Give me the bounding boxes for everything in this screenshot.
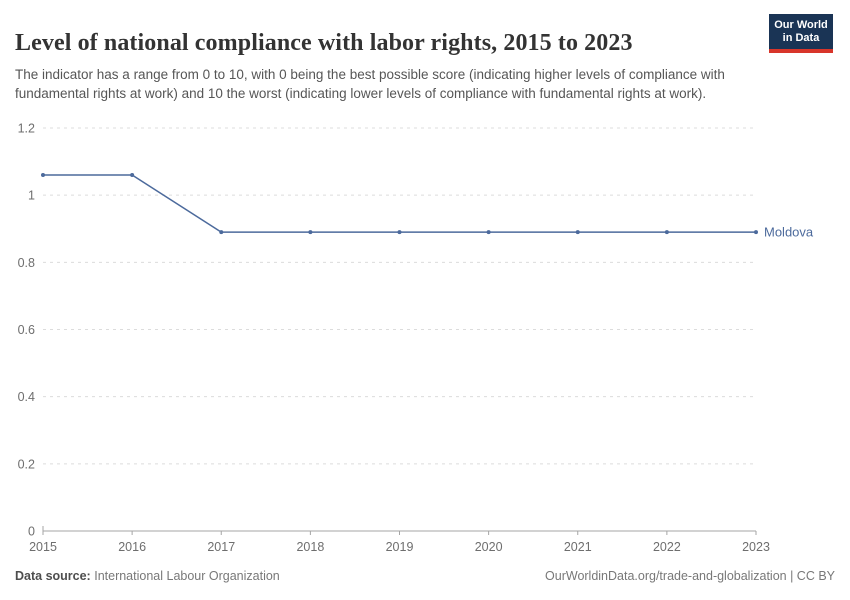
owid-logo-line2: in Data [782,32,820,45]
data-source-value: International Labour Organization [94,569,280,583]
x-tick-label: 2016 [118,540,146,554]
y-tick-label: 0.8 [18,256,35,270]
x-tick-label: 2019 [386,540,414,554]
chart-title: Level of national compliance with labor … [15,30,633,57]
y-tick-label: 0 [28,525,35,539]
x-tick-label: 2017 [207,540,235,554]
data-point[interactable] [308,230,313,235]
series-label-moldova[interactable]: Moldova [764,225,814,240]
data-point[interactable] [575,230,580,235]
x-tick-label: 2021 [564,540,592,554]
data-point[interactable] [219,230,224,235]
y-tick-label: 1 [28,189,35,203]
x-tick-label: 2023 [742,540,770,554]
data-source-label: Data source: [15,569,91,583]
data-point[interactable] [486,230,491,235]
data-source: Data source: International Labour Organi… [15,569,280,583]
y-tick-label: 0.6 [18,323,35,337]
chart-subtitle: The indicator has a range from 0 to 10, … [15,66,725,101]
data-point[interactable] [664,230,669,235]
data-point[interactable] [754,230,758,235]
license-link[interactable]: OurWorldinData.org/trade-and-globalizati… [545,569,835,583]
chart-footer: Data source: International Labour Organi… [15,569,835,589]
data-point[interactable] [130,173,135,178]
x-tick-label: 2015 [29,540,57,554]
y-tick-label: 1.2 [18,122,35,136]
line-moldova [43,174,756,233]
owid-logo-line1: Our World [774,19,828,31]
x-tick-label: 2020 [475,540,503,554]
x-tick-label: 2018 [296,540,324,554]
x-tick-label: 2022 [653,540,681,554]
data-point[interactable] [41,173,45,178]
y-tick-label: 0.2 [18,457,35,471]
data-point[interactable] [397,230,402,235]
owid-logo[interactable]: Our World in Data [769,14,833,54]
y-tick-label: 0.4 [18,390,35,404]
